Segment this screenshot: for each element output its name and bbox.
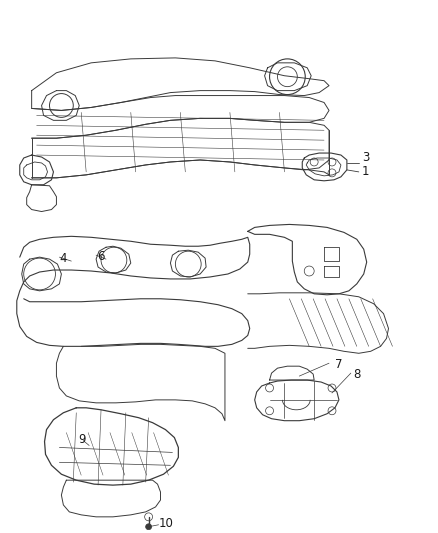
Text: 6: 6 [97, 249, 105, 263]
Circle shape [146, 524, 152, 530]
Text: 1: 1 [362, 165, 369, 179]
Text: 7: 7 [335, 358, 343, 370]
Text: 4: 4 [60, 252, 67, 264]
Text: 3: 3 [362, 150, 369, 164]
Text: 8: 8 [353, 368, 360, 381]
Text: 10: 10 [159, 518, 173, 530]
Text: 9: 9 [78, 433, 86, 446]
